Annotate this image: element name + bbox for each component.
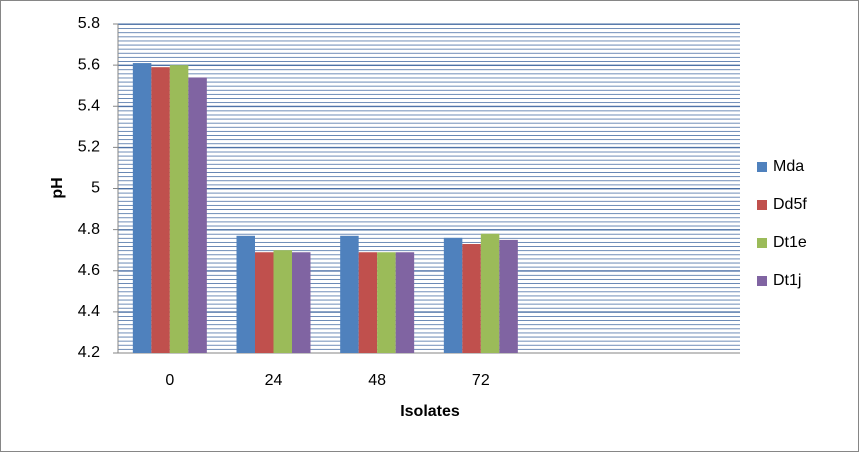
y-tick-label: 4.2: [78, 344, 100, 361]
bar: [377, 252, 396, 353]
bar: [292, 252, 311, 353]
legend-swatch: [757, 238, 767, 248]
y-tick-label: 5.2: [78, 139, 100, 156]
bar: [236, 235, 255, 353]
y-tick-label: 4.4: [78, 303, 100, 320]
bar: [151, 67, 170, 354]
y-tick-label: 5.6: [78, 56, 100, 73]
bar: [340, 235, 359, 353]
bar: [273, 250, 292, 353]
legend-label: Dt1j: [773, 272, 801, 289]
legend-swatch: [757, 162, 767, 172]
bar: [480, 233, 500, 353]
bar: [443, 237, 463, 353]
bar: [499, 239, 518, 353]
x-tick-label: 0: [165, 372, 174, 389]
x-tick-label: 72: [472, 372, 490, 389]
bar: [255, 252, 274, 353]
bar: [462, 244, 481, 353]
legend-label: Mda: [773, 158, 804, 175]
bar: [169, 65, 189, 353]
y-axis-title: pH: [49, 177, 66, 198]
x-tick-label: 24: [265, 372, 283, 389]
bar: [188, 77, 207, 354]
y-tick-label: 4.6: [78, 262, 100, 279]
legend-label: Dt1e: [773, 234, 807, 251]
legend-swatch: [757, 200, 767, 210]
y-tick-label: 5: [91, 180, 100, 197]
bar: [395, 252, 415, 353]
bar: [132, 63, 152, 353]
legend-swatch: [757, 276, 767, 286]
x-tick-label: 48: [368, 372, 386, 389]
legend-label: Dd5f: [773, 196, 807, 213]
x-axis-title: Isolates: [400, 403, 460, 420]
y-tick-label: 5.8: [78, 15, 100, 32]
y-tick-label: 4.8: [78, 221, 100, 238]
y-tick-label: 5.4: [78, 97, 100, 114]
bar: [358, 252, 378, 353]
